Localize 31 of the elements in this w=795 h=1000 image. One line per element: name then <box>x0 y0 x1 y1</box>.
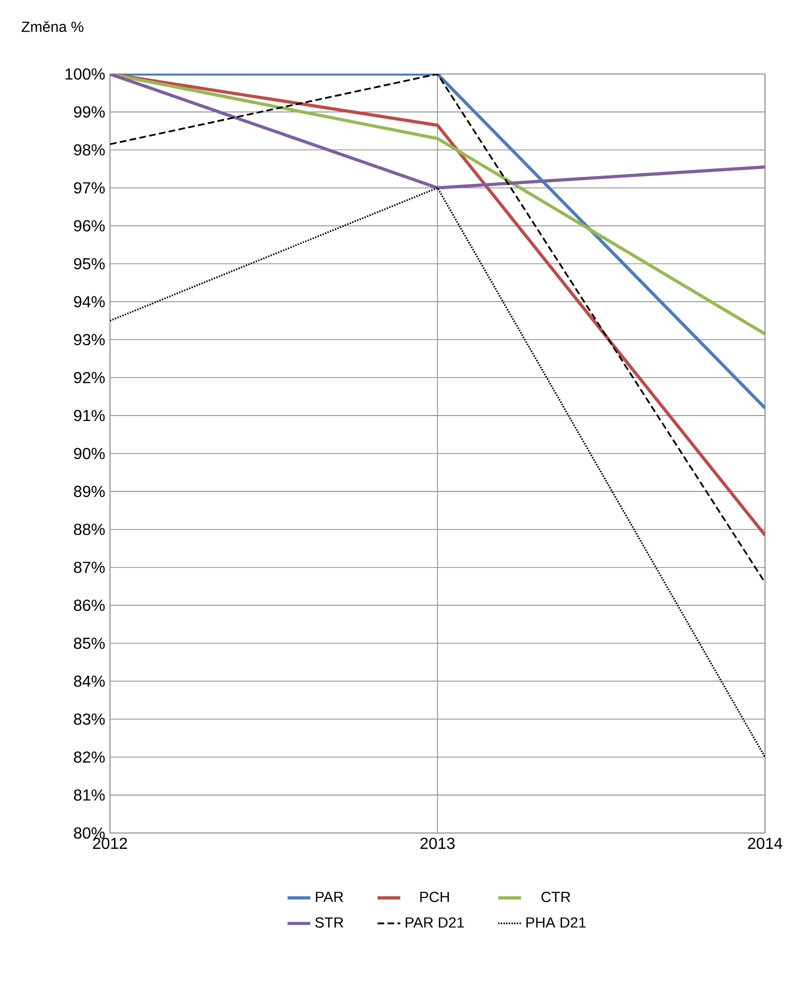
legend-label: STR <box>315 917 344 928</box>
y-tick-label: 81% <box>74 789 105 801</box>
y-tick-label: 96% <box>74 220 105 232</box>
y-tick-label: 84% <box>74 676 105 687</box>
y-tick-label: 91% <box>74 410 105 422</box>
y-tick-label: 83% <box>74 713 105 725</box>
y-tick-label: 100% <box>66 68 105 80</box>
y-tick-label: 89% <box>74 486 105 498</box>
y-axis-title: Změna % <box>22 21 84 32</box>
y-tick-label: 90% <box>74 448 105 460</box>
x-tick-label: 2013 <box>420 838 455 850</box>
y-tick-label: 87% <box>74 562 105 574</box>
x-tick-label: 2014 <box>748 838 782 850</box>
y-tick-label: 95% <box>74 258 105 270</box>
y-tick-label: 94% <box>74 296 105 308</box>
legend-label: PAR <box>316 892 344 902</box>
y-tick-label: 93% <box>74 334 105 346</box>
x-tick-label: 2012 <box>92 838 127 850</box>
y-tick-label: 86% <box>74 600 105 611</box>
y-tick-label: 99% <box>74 106 105 118</box>
y-tick-label: 82% <box>74 751 105 763</box>
y-tick-label: 97% <box>74 182 105 194</box>
y-tick-label: 88% <box>74 524 105 536</box>
y-tick-label: 98% <box>74 144 105 156</box>
y-tick-label: 85% <box>74 638 105 649</box>
y-tick-label: 92% <box>74 372 105 384</box>
legend-label: PHA D21 <box>526 917 586 928</box>
legend-label: PCH <box>420 892 449 902</box>
legend-label: CTR <box>541 892 570 902</box>
legend-label: PAR D21 <box>406 917 464 928</box>
y-tick-label: 80% <box>74 827 105 839</box>
